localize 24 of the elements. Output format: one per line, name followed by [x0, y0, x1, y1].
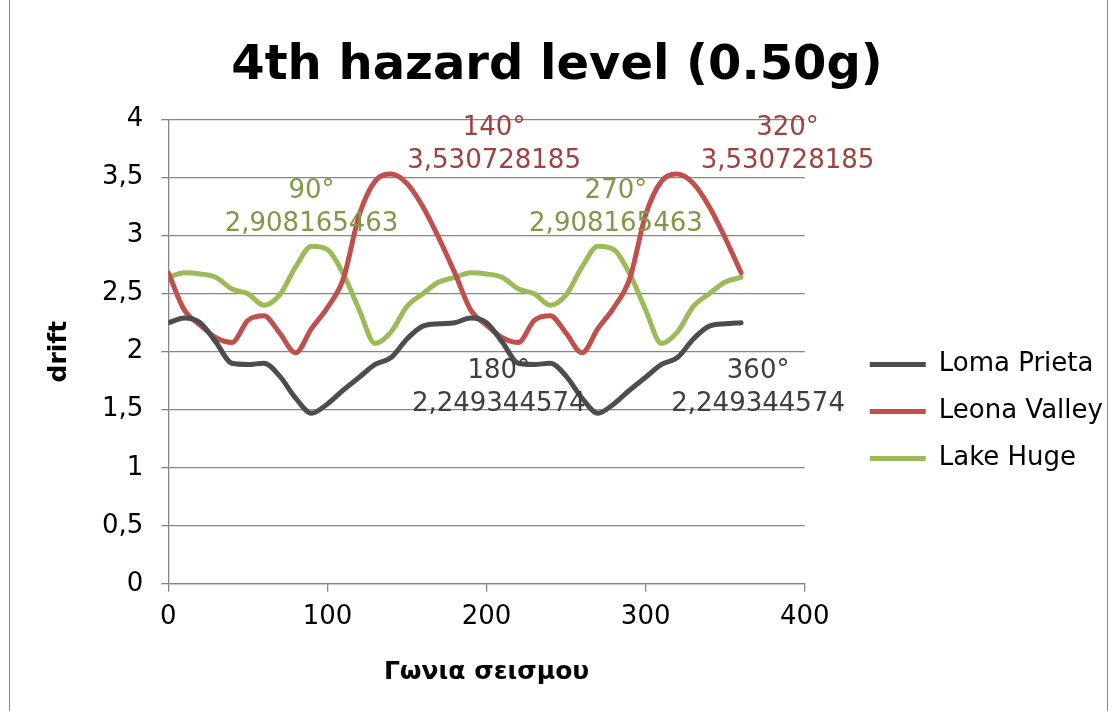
x-tick-label: 300	[620, 600, 671, 631]
x-tick-label: 100	[302, 600, 353, 631]
y-tick-label: 3	[126, 218, 144, 249]
y-tick-label: 1	[126, 450, 144, 481]
annotation: 180° 2,249344574	[411, 353, 586, 417]
y-tick-label: 0	[126, 566, 144, 597]
y-tick-label: 2	[126, 334, 144, 365]
legend-label: Loma Prieta	[938, 347, 1094, 378]
y-tick-label: 3,5	[101, 160, 144, 191]
legend-label: Leona Valley	[938, 394, 1103, 425]
x-tick-label: 200	[461, 600, 512, 631]
chart-title: 4th hazard level (0.50g)	[231, 34, 883, 91]
y-tick-label: 2,5	[101, 276, 144, 307]
legend-label: Lake Huge	[938, 441, 1077, 472]
annotation: 320° 3,530728185	[700, 110, 875, 174]
x-tick-label: 0	[160, 600, 177, 631]
annotation: 140° 3,530728185	[407, 110, 581, 174]
y-axis-title: drift	[42, 320, 72, 383]
y-tick-label: 1,5	[101, 392, 144, 423]
x-tick-label: 400	[779, 600, 830, 631]
annotation: 360° 2,249344574	[671, 353, 845, 417]
y-tick-label: 0,5	[101, 508, 144, 539]
x-axis-title: Γωνια σεισμου	[383, 655, 590, 685]
y-tick-label: 4	[126, 102, 144, 133]
